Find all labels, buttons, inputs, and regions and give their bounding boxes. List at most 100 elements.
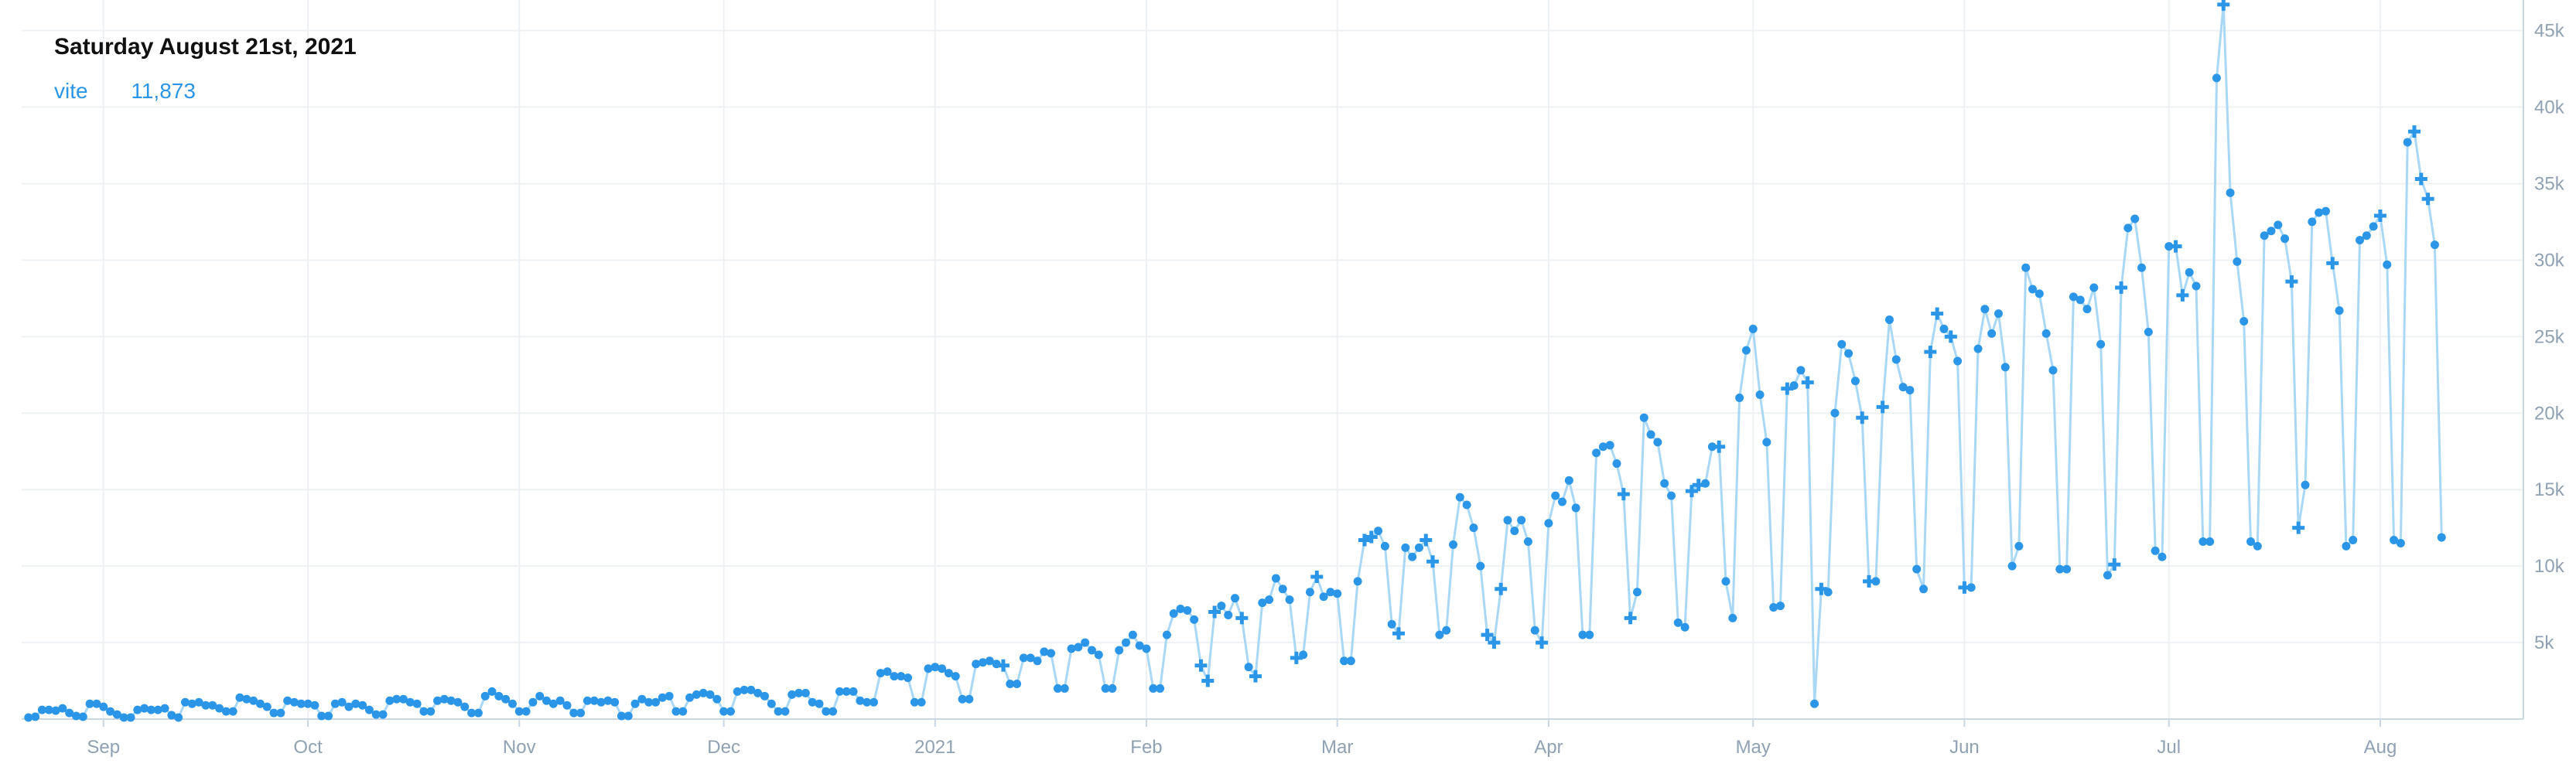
data-point [44,705,53,714]
data-point [1135,641,1144,650]
data-point [2315,208,2324,217]
data-point-marker [2408,125,2421,138]
data-point [2000,363,2010,372]
data-point [2239,317,2249,326]
data-point-marker [2108,558,2121,571]
data-point [978,658,987,667]
data-point [2362,231,2371,240]
data-point [890,672,899,681]
y-tick-label: 40k [2534,97,2565,118]
data-point [1721,577,1730,586]
x-tick-label: Apr [1534,737,1563,758]
data-point-marker [1392,627,1406,640]
data-point [1830,408,1840,418]
data-point [1639,413,1648,422]
data-point [1558,497,1567,506]
data-point [201,701,210,710]
data-point [1973,344,1983,353]
data-point-marker [1420,533,1433,547]
data-point [160,704,169,713]
data-point-marker [2176,288,2189,302]
data-point [1380,541,1389,551]
chart-tooltip: Saturday August 21st, 2021 vite 11,873 [54,34,357,104]
data-point [1755,390,1765,400]
data-point [1040,647,1049,656]
data-point [371,710,381,719]
data-point [194,697,203,707]
data-point-marker [1488,636,1501,649]
data-point [1019,653,1028,663]
y-tick-label: 5k [2534,632,2554,653]
data-point [2028,285,2038,294]
data-point [71,711,80,721]
data-point [1530,626,1539,635]
data-point [542,696,552,705]
data-point [460,702,470,711]
data-point [2130,214,2140,223]
data-point-marker [1426,555,1440,568]
axes [22,0,2524,727]
data-point-marker [1944,330,1957,343]
data-point [1980,305,1990,314]
data-point [317,711,326,721]
tooltip-series-value: 11,873 [131,79,196,103]
data-point [1987,329,1997,338]
data-point [1087,646,1096,655]
data-point [2021,263,2031,272]
data-point-marker [1856,411,1869,424]
data-point [1285,595,1294,605]
data-point [1769,603,1778,612]
data-point [1660,479,1669,488]
data-point [1523,537,1532,546]
data-point-marker [1358,533,1371,547]
data-point [1142,644,1151,653]
data-point [467,708,477,718]
data-point [746,685,756,694]
data-point [767,699,776,708]
data-point [1455,493,1464,502]
data-point [1871,577,1881,586]
data-point [910,697,919,707]
data-point [65,708,74,718]
data-point [617,711,626,721]
data-point [58,704,67,713]
data-point [426,707,436,716]
data-point [1033,656,1042,666]
data-point [1183,606,1192,615]
data-point [787,690,797,699]
data-point [174,713,183,722]
data-point-marker [2421,193,2434,206]
data-point [133,705,142,714]
data-point [576,708,586,718]
data-point [153,705,162,714]
data-point [972,660,981,669]
data-point [1435,630,1444,639]
data-point [2390,535,2399,544]
data-point [1707,442,1717,452]
x-tick-label: Jul [2157,737,2181,758]
x-tick-label: Nov [503,737,536,758]
data-point [419,707,429,716]
data-point [344,702,354,711]
data-point [562,701,572,710]
data-point [126,713,135,722]
y-tick-label: 45k [2534,21,2565,42]
data-point [2369,222,2378,231]
data-point [303,699,313,708]
data-point [1449,540,1458,549]
x-tick-label: Mar [1321,737,1353,758]
data-point [269,708,278,718]
data-point [856,696,865,705]
data-point [1701,479,1710,488]
data-point [106,707,115,716]
data-point-marker [1924,346,1937,359]
data-point [1728,613,1737,622]
data-point [1884,315,1894,325]
data-point [2034,289,2044,298]
data-point-marker [996,659,1010,672]
data-point [1680,622,1689,632]
data-point [2137,263,2147,272]
x-tick-label: Aug [2364,737,2397,758]
data-point [2123,223,2133,233]
data-point [801,688,810,697]
